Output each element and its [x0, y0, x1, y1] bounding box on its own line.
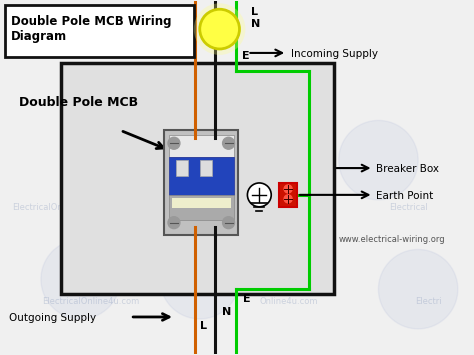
- Text: N: N: [251, 19, 261, 29]
- Bar: [164, 130, 238, 235]
- Text: www.electrical-wiring.org: www.electrical-wiring.org: [339, 235, 446, 244]
- Text: Electri: Electri: [415, 297, 441, 306]
- Text: L: L: [251, 7, 258, 17]
- Bar: [61, 63, 334, 294]
- Bar: [169, 195, 234, 220]
- Text: Double Pole MCB: Double Pole MCB: [19, 95, 138, 109]
- Text: Breaker Box: Breaker Box: [376, 164, 439, 174]
- Bar: [5, 5, 194, 57]
- Text: Electrical: Electrical: [389, 203, 428, 212]
- Bar: [169, 157, 234, 195]
- Text: Incoming Supply: Incoming Supply: [291, 49, 378, 59]
- Text: L: L: [200, 321, 207, 331]
- Text: Earth Point: Earth Point: [376, 191, 434, 201]
- Circle shape: [41, 240, 120, 319]
- Circle shape: [223, 217, 235, 229]
- Circle shape: [168, 137, 180, 149]
- Text: E: E: [244, 294, 251, 304]
- Bar: [176, 160, 188, 176]
- Bar: [172, 198, 230, 208]
- Text: ElectricalOnline4u.com: ElectricalOnline4u.com: [42, 297, 139, 306]
- Circle shape: [168, 217, 180, 229]
- Text: Double Pole MCB Wiring
Diagram: Double Pole MCB Wiring Diagram: [11, 15, 172, 43]
- Circle shape: [247, 183, 271, 207]
- Text: Outgoing Supply: Outgoing Supply: [9, 313, 96, 323]
- Text: E: E: [242, 51, 250, 61]
- Circle shape: [200, 9, 239, 49]
- Circle shape: [223, 137, 235, 149]
- Circle shape: [378, 250, 458, 329]
- Text: Online4u.com: Online4u.com: [260, 297, 319, 306]
- Circle shape: [339, 120, 418, 200]
- Bar: [169, 135, 234, 157]
- Circle shape: [284, 195, 292, 203]
- Circle shape: [284, 185, 292, 193]
- Bar: [279, 183, 297, 207]
- Text: ElectricalOnline4u.com: ElectricalOnline4u.com: [12, 203, 109, 212]
- Text: N: N: [222, 307, 231, 317]
- Circle shape: [160, 240, 239, 319]
- Bar: [200, 160, 212, 176]
- Circle shape: [194, 3, 246, 55]
- Text: ElectricalOnline4u.com: ElectricalOnline4u.com: [181, 203, 278, 212]
